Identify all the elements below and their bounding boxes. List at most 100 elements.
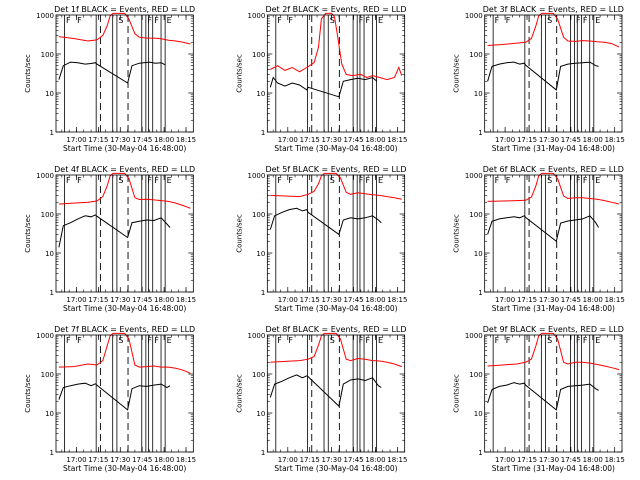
event-annotation: F: [154, 336, 159, 345]
x-tick-label: 18:15: [605, 296, 625, 304]
event-annotation: F: [147, 16, 152, 25]
y-tick-label: 10: [474, 90, 483, 98]
event-annotation: F: [576, 16, 581, 25]
chart-panel-8: Det 8f BLACK = Events, RED = LLD 1 10 100 10…: [235, 325, 407, 473]
x-tick-label: 18:00: [583, 456, 603, 464]
y-tick-label: 1: [50, 289, 54, 297]
x-tick-label: 18:00: [365, 136, 385, 144]
event-annotation: F: [147, 336, 152, 345]
lld-rate-line: [58, 12, 191, 45]
x-axis-label: Start Time (30-May-04 16:48:00): [274, 304, 397, 313]
event-annotation: F: [288, 176, 293, 185]
event-annotation: F: [288, 336, 293, 345]
lld-rate-line: [487, 12, 620, 48]
x-tick-label: 17:45: [343, 456, 363, 464]
y-tick-label: 10: [256, 250, 265, 258]
x-axis-label: Start Time (31-May-04 16:48:00): [492, 464, 615, 473]
x-tick-label: 17:45: [561, 456, 581, 464]
y-tick-label: 1000: [36, 172, 54, 180]
x-tick-label: 17:30: [322, 136, 342, 144]
x-tick-label: 17:15: [300, 296, 320, 304]
chart-panel-5: Det 5f BLACK = Events, RED = LLD 1 10 100 10…: [235, 165, 407, 313]
event-annotation: F: [77, 16, 82, 25]
y-tick-label: 1: [50, 449, 54, 457]
y-axis-label: Counts/sec: [24, 374, 32, 413]
plot-frame: [266, 334, 406, 453]
event-annotation: F: [495, 16, 500, 25]
plot-frame: [484, 174, 623, 293]
x-axis-label: Start Time (30-May-04 16:48:00): [63, 464, 186, 473]
event-annotation: F: [366, 336, 371, 345]
chart-panel-9: Det 9f BLACK = Events, RED = LLD 1 10 100 10…: [453, 325, 625, 473]
x-tick-label: 17:15: [88, 456, 108, 464]
y-tick-label: 10: [256, 410, 265, 418]
chart-panel-3: Det 3f BLACK = Events, RED = LLD 1 10 100 10…: [453, 5, 625, 153]
y-tick-label: 1: [261, 449, 265, 457]
chart-title: Det 1f BLACK = Events, RED = LLD: [54, 5, 195, 14]
event-annotation: S: [547, 176, 552, 185]
y-tick-label: 100: [41, 211, 54, 219]
event-annotation: E: [167, 176, 172, 185]
chart-panel-2: Det 2f BLACK = Events, RED = LLD 1 10 100 10…: [235, 5, 407, 153]
x-tick-label: 17:45: [343, 296, 363, 304]
x-tick-label: 18:15: [605, 136, 625, 144]
x-tick-label: 17:30: [110, 456, 130, 464]
event-annotation: F: [583, 336, 588, 345]
x-tick-label: 17:30: [539, 456, 559, 464]
event-annotation: S: [118, 336, 123, 345]
y-tick-label: 100: [41, 371, 54, 379]
event-annotation: F: [583, 176, 588, 185]
lld-rate-line: [58, 332, 191, 374]
chart-title: Det 9f BLACK = Events, RED = LLD: [483, 325, 624, 334]
x-tick-label: 18:00: [583, 136, 603, 144]
plot-frame: [55, 174, 194, 293]
event-annotation: S: [547, 336, 552, 345]
event-annotation: F: [277, 16, 282, 25]
x-axis-label: Start Time (30-May-04 16:48:00): [63, 304, 186, 313]
lld-rate-line: [487, 172, 620, 205]
event-annotation: F: [77, 336, 82, 345]
x-tick-label: 18:15: [176, 456, 196, 464]
chart-panel-7: Det 7f BLACK = Events, RED = LLD 1 10 100 10…: [24, 325, 196, 473]
event-annotation: F: [583, 16, 588, 25]
event-annotation: F: [277, 336, 282, 345]
x-axis-label: Start Time (30-May-04 16:48:00): [63, 144, 186, 153]
event-annotation: E: [378, 336, 383, 345]
y-tick-label: 1000: [36, 332, 54, 340]
lld-rate-line: [487, 332, 620, 371]
x-tick-label: 17:45: [132, 456, 152, 464]
x-tick-label: 17:15: [300, 136, 320, 144]
event-annotation: F: [77, 176, 82, 185]
x-axis-label: Start Time (30-May-04 16:48:00): [274, 144, 397, 153]
x-tick-label: 17:45: [561, 296, 581, 304]
y-tick-label: 1: [261, 289, 265, 297]
x-tick-label: 17:30: [539, 136, 559, 144]
chart-panel-4: Det 4f BLACK = Events, RED = LLD 1 10 100 10…: [24, 165, 196, 313]
x-tick-label: 17:15: [517, 136, 537, 144]
y-tick-label: 1000: [248, 172, 266, 180]
y-tick-label: 10: [474, 410, 483, 418]
x-tick-label: 18:00: [154, 296, 174, 304]
y-tick-label: 1: [478, 129, 482, 137]
event-annotation: S: [118, 176, 123, 185]
event-rate-line: [58, 61, 166, 84]
x-tick-label: 17:00: [66, 456, 86, 464]
event-annotation: E: [595, 16, 600, 25]
event-rate-line: [487, 382, 599, 411]
x-tick-label: 17:30: [539, 296, 559, 304]
x-tick-label: 17:15: [517, 456, 537, 464]
x-tick-label: 17:00: [278, 296, 298, 304]
x-tick-label: 17:45: [132, 296, 152, 304]
y-tick-label: 100: [469, 371, 482, 379]
event-rate-line: [487, 61, 599, 91]
y-tick-label: 1: [478, 289, 482, 297]
chart-panel-1: Det 1f BLACK = Events, RED = LLD 1 10 100 10…: [24, 5, 196, 153]
chart-panel-6: Det 6f BLACK = Events, RED = LLD 1 10 100 10…: [453, 165, 625, 313]
y-axis-label: Counts/sec: [24, 214, 32, 253]
lld-rate-line: [270, 332, 402, 368]
y-tick-label: 1: [478, 449, 482, 457]
y-tick-label: 1000: [248, 332, 266, 340]
event-rate-line: [269, 207, 382, 236]
x-tick-label: 18:15: [387, 136, 407, 144]
